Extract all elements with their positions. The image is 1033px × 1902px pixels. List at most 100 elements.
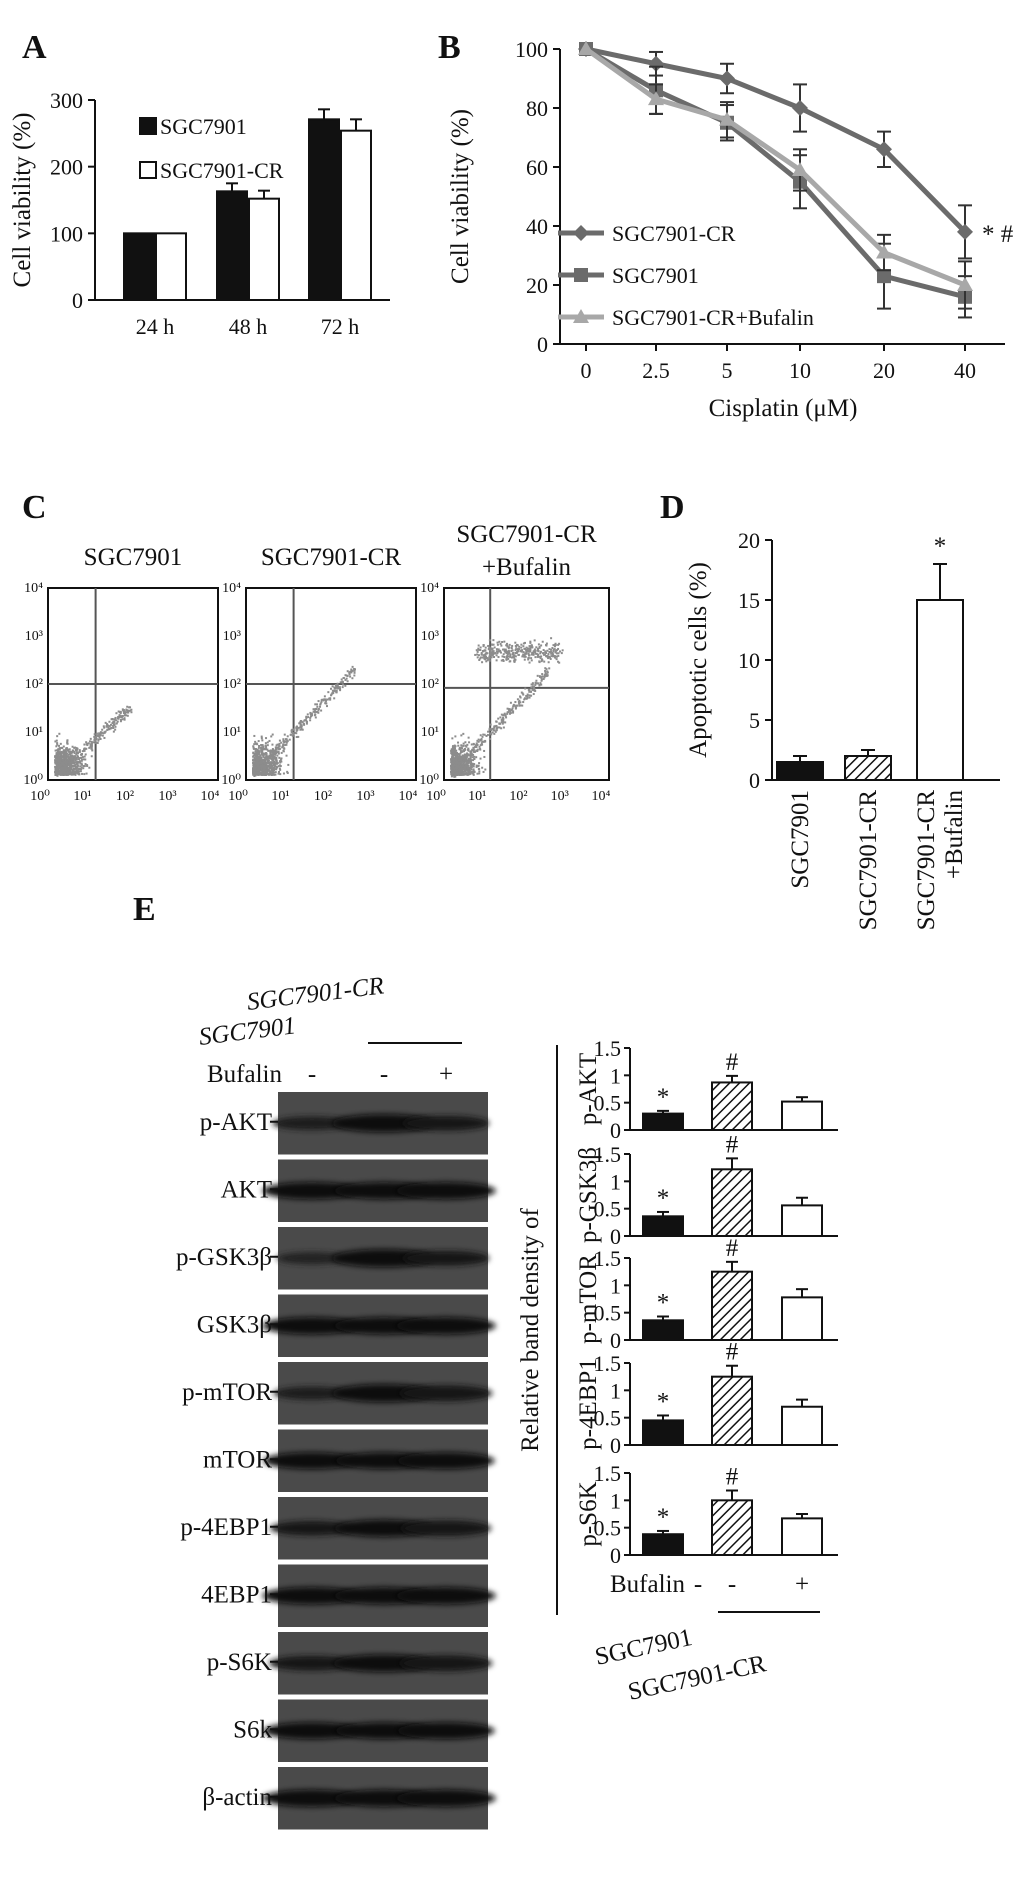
flow-dot — [508, 643, 511, 646]
flow-dot — [278, 756, 281, 759]
flow-dot — [58, 732, 61, 735]
x-tick-label: 72 h — [321, 314, 360, 339]
flow-dot — [60, 758, 63, 761]
flow-dot — [469, 760, 472, 763]
flow-dot — [493, 725, 496, 728]
flow-dot — [498, 640, 501, 643]
flow-dot — [540, 655, 543, 658]
flow-dot — [453, 761, 456, 764]
flow-dot — [470, 764, 473, 767]
flow-dot — [254, 758, 257, 761]
flow-dot — [82, 767, 85, 770]
flow-dot — [275, 748, 278, 751]
flow-dot — [531, 651, 534, 654]
flow-dot — [530, 694, 533, 697]
flow-dot — [465, 754, 468, 757]
blot-band — [396, 1182, 496, 1200]
x-tick-label: 10⁴ — [201, 789, 220, 804]
flow-dot — [262, 748, 265, 751]
flow-dot — [540, 683, 543, 686]
flow-dot — [286, 735, 289, 738]
y-tick-label: 0 — [537, 332, 548, 357]
flow-dot — [467, 747, 470, 750]
flow-dot — [342, 677, 345, 680]
flow-dot — [130, 708, 133, 711]
flow-dot — [334, 684, 337, 687]
flow-dot — [103, 731, 106, 734]
bar — [711, 1499, 753, 1557]
flow-dot — [504, 721, 507, 724]
flow-dot — [464, 753, 467, 756]
flow-dot — [255, 757, 258, 760]
y-tick-label: 0 — [72, 288, 83, 313]
flow-dot — [546, 649, 549, 652]
flow-dot — [123, 712, 126, 715]
flow-dot — [483, 749, 486, 752]
flow-dot — [254, 742, 257, 745]
flow-dot — [491, 647, 494, 650]
x-tick-label: SGC7901 — [787, 790, 814, 889]
flow-dot — [266, 759, 269, 762]
flow-dot — [542, 677, 545, 680]
flow-dot — [479, 656, 482, 659]
blot-row-label: β-actin — [202, 1784, 272, 1811]
flow-dot — [503, 656, 506, 659]
flow-dot — [351, 677, 354, 680]
flow-dot — [75, 753, 78, 756]
flow-dot — [270, 735, 273, 738]
flow-dot — [514, 655, 517, 658]
flow-dot — [532, 652, 535, 655]
flow-dot — [461, 756, 464, 759]
flow-dot — [472, 773, 475, 776]
flow-dot — [253, 774, 256, 777]
flow-dot — [56, 761, 59, 764]
flow-dot — [252, 762, 255, 765]
flow-dot — [529, 641, 532, 644]
y-tick-label: 0 — [610, 1118, 621, 1143]
flow-dot — [314, 716, 317, 719]
flow-dot — [458, 746, 461, 749]
flow-dot — [547, 653, 550, 656]
flow-dot — [94, 736, 97, 739]
flow-dot — [78, 770, 81, 773]
flow-dot — [548, 648, 551, 651]
flow-dot — [80, 763, 83, 766]
flow-dot — [458, 748, 461, 751]
flow-dot — [525, 652, 528, 655]
flow-dot — [294, 732, 297, 735]
blot-row-label: p-S6K — [207, 1649, 272, 1676]
flow-dot — [488, 646, 491, 649]
flow-dot — [60, 763, 63, 766]
flow-dot — [254, 754, 257, 757]
blot-band — [276, 1252, 348, 1265]
flow-dot — [467, 767, 470, 770]
flow-dot — [266, 741, 269, 744]
y-tick-label: 1.5 — [594, 1036, 622, 1061]
flow-dot — [450, 770, 453, 773]
flow-dot — [523, 655, 526, 658]
bufalin-sign: - — [694, 1571, 702, 1598]
flow-dot — [503, 650, 506, 653]
flow-dot — [467, 764, 470, 767]
flow-dot — [56, 757, 59, 760]
flow-dot — [276, 754, 279, 757]
flow-dot — [455, 751, 458, 754]
flow-dot — [107, 727, 110, 730]
flow-dot — [299, 728, 302, 731]
flow-dot — [466, 767, 469, 770]
bar — [781, 1517, 823, 1556]
flow-dot — [256, 750, 259, 753]
flow-dot — [60, 773, 63, 776]
flow-dot — [453, 747, 456, 750]
flow-dot — [483, 733, 486, 736]
flow-dot — [98, 732, 101, 735]
flow-dot — [502, 659, 505, 662]
flow-dot — [481, 743, 484, 746]
flow-dot — [527, 652, 530, 655]
flow-dot — [468, 760, 471, 763]
flow-dot — [351, 669, 354, 672]
flow-dot — [490, 656, 493, 659]
flow-dot — [58, 762, 61, 765]
flow-dot — [321, 698, 324, 701]
flow-dot — [261, 739, 264, 742]
